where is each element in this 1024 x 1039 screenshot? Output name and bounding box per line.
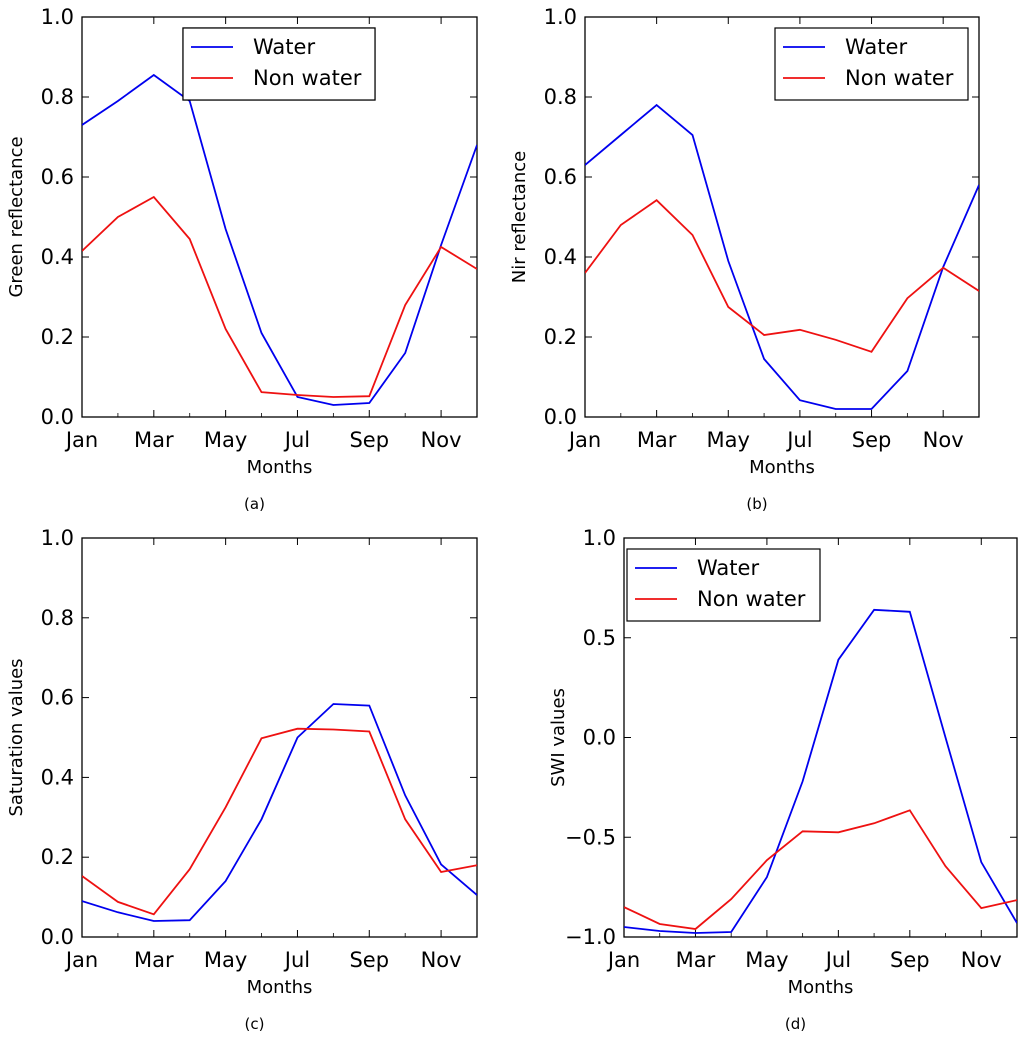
y-tick-label: 0.0 <box>544 405 577 429</box>
panel-caption: (c) <box>245 1015 265 1033</box>
legend: Water Non water <box>626 548 821 622</box>
x-tick-label: Jul <box>283 948 310 972</box>
chart-panel-c: Jan Mar May Jul Sep Nov 0.0 0.2 0.4 0.6 0.8 1.0 Mont… <box>6 27 478 1033</box>
legend-label: Water <box>697 556 759 580</box>
series-line-non-water <box>624 809 1017 930</box>
series-line-non-water <box>82 195 477 398</box>
legend-label: Water <box>253 35 315 59</box>
x-tick-label: Jan <box>64 948 98 972</box>
legend-label: Water <box>845 35 907 59</box>
x-tick-label: Jul <box>824 948 851 972</box>
x-tick-label: Nov <box>421 948 462 972</box>
series-line-water <box>624 608 1017 934</box>
panel-caption: (b) <box>746 495 767 513</box>
x-tick-label: Mar <box>134 948 174 972</box>
x-tick-label: Jan <box>64 428 98 452</box>
y-tick-label: 0.8 <box>41 85 74 109</box>
axes-frame <box>81 537 478 938</box>
y-tick-label: 0.4 <box>41 765 74 789</box>
legend: Water Non water <box>182 27 376 101</box>
y-tick-label: 0.4 <box>41 245 74 269</box>
y-tick-label: 0.0 <box>41 405 74 429</box>
x-axis-label: Months <box>749 457 815 478</box>
y-tick-label: 0.6 <box>41 165 74 189</box>
x-tick-label: May <box>204 428 247 452</box>
x-tick-label: Mar <box>134 428 174 452</box>
chart-panel-b: Jan Mar May Jul Sep Nov 0.0 0.2 0.4 0.6 0.8 1.0 Mont… <box>509 5 980 513</box>
x-tick-label: Mar <box>637 428 677 452</box>
series-line-water <box>82 703 477 922</box>
y-tick-label: 0.0 <box>41 925 74 949</box>
y-tick-label: 0.8 <box>544 85 577 109</box>
legend-box <box>182 27 376 101</box>
y-tick-label: 0.2 <box>41 325 74 349</box>
y-tick-label: −0.5 <box>565 825 616 849</box>
x-tick-label: Nov <box>923 428 964 452</box>
y-tick-label: 0.6 <box>544 165 577 189</box>
series-line-non-water <box>82 727 477 916</box>
y-tick-label: 1.0 <box>41 5 74 29</box>
chart-panel-d: Jan Mar May Jul Sep Nov −1.0 −0.5 0.0 0.5 1.0 Month… <box>548 526 1018 1033</box>
y-tick-label: 0.0 <box>583 726 616 750</box>
panel-caption: (a) <box>244 495 265 513</box>
legend-label: Non water <box>253 66 362 90</box>
y-tick-label: 0.4 <box>544 245 577 269</box>
x-tick-label: Nov <box>961 948 1002 972</box>
panel-caption: (d) <box>785 1015 806 1033</box>
legend: Water Non water <box>774 27 969 101</box>
x-tick-label: Sep <box>349 948 389 972</box>
legend-box <box>774 27 969 101</box>
x-axis-label: Months <box>788 977 854 998</box>
axes-frame <box>584 16 980 418</box>
legend-label: Non water <box>845 66 954 90</box>
x-tick-label: Jul <box>785 428 812 452</box>
y-tick-label: 0.8 <box>41 606 74 630</box>
x-axis-label: Months <box>247 977 313 998</box>
legend-label: Non water <box>697 587 806 611</box>
y-tick-label: 0.6 <box>41 686 74 710</box>
y-tick-label: 1.0 <box>41 526 74 550</box>
x-tick-label: May <box>745 948 788 972</box>
series-line-water <box>82 73 477 406</box>
y-axis-label: Saturation values <box>6 658 27 816</box>
x-tick-label: Sep <box>852 428 892 452</box>
y-tick-label: −1.0 <box>565 925 616 949</box>
x-tick-label: Jan <box>606 948 640 972</box>
x-tick-label: Sep <box>890 948 930 972</box>
series-line-non-water <box>585 199 979 353</box>
x-axis-label: Months <box>247 457 313 478</box>
y-tick-label: 1.0 <box>583 526 616 550</box>
series-line-water <box>585 103 979 410</box>
x-tick-label: Mar <box>676 948 716 972</box>
y-axis-label: Nir reflectance <box>509 151 530 283</box>
x-tick-label: Nov <box>421 428 462 452</box>
y-tick-label: 0.5 <box>583 626 616 650</box>
y-axis-label: Green reflectance <box>6 136 27 297</box>
y-tick-label: 0.2 <box>41 845 74 869</box>
x-tick-label: Sep <box>349 428 389 452</box>
x-tick-label: Jan <box>567 428 601 452</box>
y-tick-label: 0.2 <box>544 325 577 349</box>
axes-frame <box>81 16 478 418</box>
y-tick-label: 1.0 <box>544 5 577 29</box>
y-axis-label: SWI values <box>548 688 569 787</box>
x-tick-label: Jul <box>283 428 310 452</box>
x-tick-label: May <box>707 428 750 452</box>
legend-box <box>626 548 821 622</box>
x-tick-label: May <box>204 948 247 972</box>
